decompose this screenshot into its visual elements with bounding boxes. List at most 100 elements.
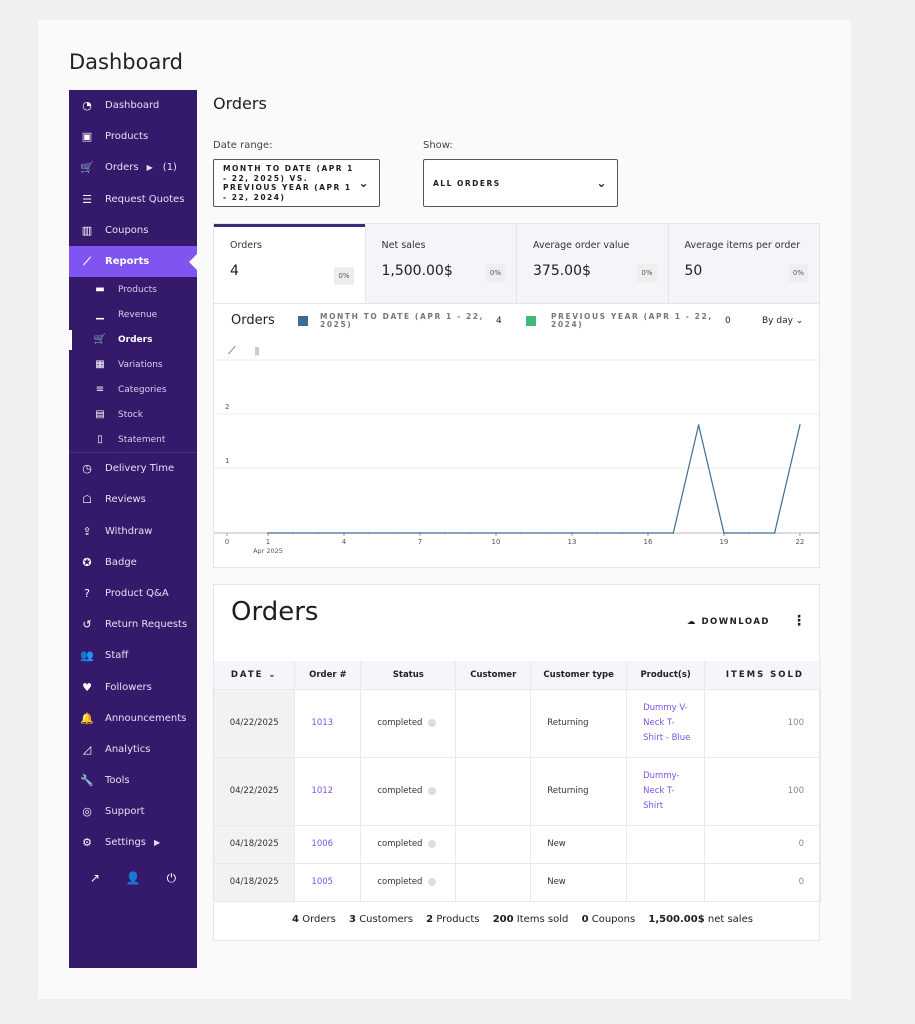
sidebar-item-statement[interactable]: ▯ Statement bbox=[69, 427, 197, 452]
sidebar-item-badge[interactable]: ✪ Badge bbox=[69, 547, 197, 578]
sidebar-item-followers[interactable]: ♥ Followers bbox=[69, 671, 197, 702]
sidebar-item-dashboard[interactable]: ◔ Dashboard bbox=[69, 90, 197, 121]
sidebar-item-staff[interactable]: 👥 Staff bbox=[80, 649, 129, 663]
product-link[interactable]: Dummy V-Neck T-Shirt - Blue bbox=[643, 702, 691, 743]
power-icon[interactable]: ⏻ bbox=[166, 870, 177, 885]
x-tick-label: 4 bbox=[342, 538, 347, 546]
sidebar-item-orders[interactable]: 🛒 Orders ▶ (1) bbox=[80, 161, 177, 175]
order-link[interactable]: 1013 bbox=[311, 718, 334, 728]
document-icon: ▯ bbox=[97, 434, 103, 446]
caret-right-icon: ▶ bbox=[154, 838, 161, 848]
section-title: Orders bbox=[213, 94, 267, 113]
external-link-icon[interactable]: ↗ bbox=[89, 870, 100, 885]
cloud-download-icon: ☁ bbox=[687, 617, 697, 627]
stat-tab[interactable]: Net sales 1,500.00$ 0% bbox=[364, 224, 516, 303]
chart-title: Orders bbox=[231, 313, 275, 328]
sidebar-item-reports[interactable]: ⟋ Reports bbox=[69, 245, 197, 278]
column-header[interactable]: Order # bbox=[294, 661, 362, 690]
sidebar-item-delivery-time[interactable]: ◷ Delivery Time bbox=[69, 453, 197, 484]
sidebar-item-analytics[interactable]: ◿ Analytics bbox=[69, 734, 197, 765]
chevron-down-icon: ⌄ bbox=[596, 176, 608, 190]
performance-card: Orders 4 0% Net sales 1,500.00$ 0% Avera… bbox=[213, 223, 820, 568]
data-point bbox=[444, 532, 447, 534]
column-header[interactable]: DATE ⌄ bbox=[214, 661, 296, 690]
cart-icon: 🛒 bbox=[93, 334, 107, 346]
legend-previous-label: PREVIOUS YEAR (APR 1 - 22, 2024) bbox=[551, 312, 713, 329]
legend-checkbox-previous[interactable] bbox=[526, 316, 536, 326]
legend-checkbox-current[interactable] bbox=[298, 316, 308, 326]
cart-icon: 🛒 bbox=[80, 161, 94, 175]
sidebar-item-products[interactable]: ▣ Products bbox=[81, 130, 149, 144]
sidebar-item-stock[interactable]: ▤ Stock bbox=[69, 402, 197, 427]
data-point bbox=[596, 532, 599, 534]
column-header[interactable]: Customer type bbox=[530, 661, 628, 690]
column-header[interactable]: Product(s) bbox=[626, 661, 706, 690]
data-point bbox=[267, 532, 269, 534]
product-link[interactable]: Dummy-Neck T-Shirt bbox=[643, 770, 680, 811]
status-dot-icon bbox=[428, 786, 437, 795]
sidebar-item-product-q-a[interactable]: ? Product Q&A bbox=[69, 578, 197, 609]
sidebar-item-settings[interactable]: ⚙ Settings ▶ bbox=[69, 827, 197, 858]
order-link[interactable]: 1012 bbox=[311, 786, 334, 796]
area-chart-icon: ◿ bbox=[82, 742, 92, 756]
legend-previous-value: 0 bbox=[725, 316, 731, 326]
sidebar-item-return-requests[interactable]: ↺ Return Requests bbox=[69, 609, 197, 640]
data-point bbox=[545, 532, 548, 534]
align-icon: ≡ bbox=[95, 384, 105, 396]
sidebar-item-orders[interactable]: 🛒 Orders bbox=[69, 327, 197, 352]
x-tick-label: 13 bbox=[567, 538, 576, 546]
table-title: Orders bbox=[231, 597, 319, 627]
sidebar-footer: ↗ 👤 ⏻ bbox=[69, 859, 197, 898]
gear-icon: ⚙ bbox=[82, 836, 92, 850]
bell-icon: 🔔 bbox=[80, 711, 94, 725]
sidebar-item-tools[interactable]: 🔧 Tools bbox=[80, 774, 130, 788]
column-header[interactable]: Status bbox=[360, 661, 457, 690]
sidebar-item-variations[interactable]: ▦ Variations bbox=[69, 352, 197, 377]
sidebar-item-categories[interactable]: ≡ Categories bbox=[69, 377, 197, 402]
data-point bbox=[697, 424, 700, 426]
sidebar-item-support[interactable]: ◎ Support bbox=[69, 796, 197, 827]
sidebar-item-withdraw[interactable]: ⇪ Withdraw bbox=[69, 516, 197, 547]
sidebar-item-revenue[interactable]: ▁ Revenue bbox=[69, 302, 197, 327]
briefcase-icon: ▣ bbox=[81, 130, 93, 144]
date-range-select[interactable]: MONTH TO DATE (APR 1 - 22, 2025) VS. PRE… bbox=[213, 159, 380, 207]
order-link[interactable]: 1005 bbox=[311, 877, 334, 887]
interval-select[interactable]: By day ⌄ bbox=[762, 316, 804, 326]
column-header[interactable]: ITEMS SOLD bbox=[704, 661, 821, 690]
bar-chart-toggle-icon[interactable]: ▮ bbox=[254, 344, 261, 357]
bar-chart-icon: ▁ bbox=[96, 309, 104, 321]
date-range-label: Date range: bbox=[213, 140, 273, 151]
data-point bbox=[292, 532, 295, 534]
table-header-row: DATE ⌄ Order # Status Customer Customer type… bbox=[214, 661, 821, 690]
stat-tab[interactable]: Average order value 375.00$ 0% bbox=[516, 224, 668, 303]
change-badge: 0% bbox=[485, 264, 505, 282]
y-tick-label: 1 bbox=[225, 457, 229, 465]
chart-line-icon: ⟋ bbox=[83, 254, 91, 268]
sidebar-item-products[interactable]: ▬ Products bbox=[69, 277, 197, 302]
data-point bbox=[520, 532, 523, 534]
line-chart-toggle-icon[interactable]: ⟋ bbox=[228, 344, 236, 357]
sidebar-item-request-quotes[interactable]: ☰ Request Quotes bbox=[69, 184, 197, 215]
more-menu-icon[interactable]: ⋮ bbox=[792, 613, 806, 629]
user-icon[interactable]: 👤 bbox=[125, 870, 141, 885]
table-row: 04/22/2025 1012 completed Returning Dumm… bbox=[214, 757, 821, 826]
stat-tab[interactable]: Orders 4 0% bbox=[214, 224, 365, 303]
x-tick-label: 19 bbox=[719, 538, 728, 546]
sidebar-item-reviews[interactable]: ☖ Reviews bbox=[69, 484, 197, 515]
lifebuoy-icon: ◎ bbox=[82, 805, 92, 819]
stat-tab[interactable]: Average items per order 50 0% bbox=[667, 224, 819, 303]
show-select[interactable]: ALL ORDERS ⌄ bbox=[423, 159, 618, 207]
x-tick-label: 0 bbox=[225, 538, 229, 546]
boxes-icon: ▦ bbox=[95, 359, 105, 371]
download-button[interactable]: ☁ DOWNLOAD bbox=[687, 617, 770, 627]
orders-table: DATE ⌄ Order # Status Customer Customer type… bbox=[214, 661, 821, 902]
data-point bbox=[343, 532, 345, 534]
column-header[interactable]: Customer bbox=[455, 661, 532, 690]
data-point bbox=[469, 532, 472, 534]
sidebar-item-announcements[interactable]: 🔔 Announcements bbox=[80, 711, 187, 725]
wrench-icon: 🔧 bbox=[80, 774, 94, 788]
table-row: 04/18/2025 1005 completed New 0 bbox=[214, 863, 821, 902]
sidebar-item-coupons[interactable]: ▥ Coupons bbox=[81, 223, 149, 237]
order-link[interactable]: 1006 bbox=[311, 839, 334, 849]
heart-icon: ♥ bbox=[82, 680, 92, 694]
